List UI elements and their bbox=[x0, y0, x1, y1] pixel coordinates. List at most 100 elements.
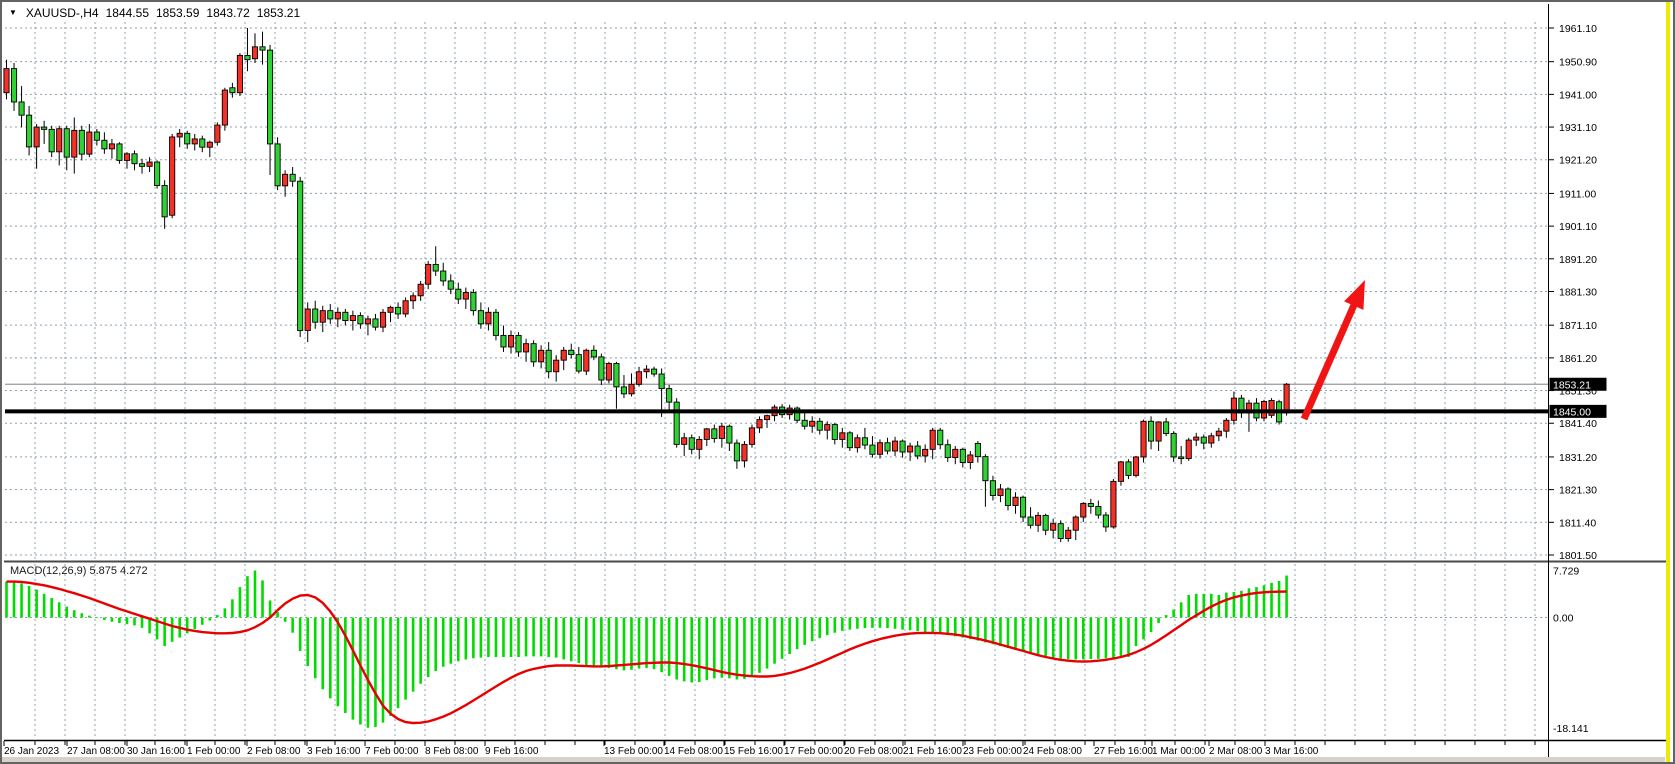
chart-title-bar: ▼ XAUUSD-,H4 1844.55 1853.59 1843.72 185… bbox=[9, 5, 300, 20]
candle-body bbox=[334, 311, 341, 320]
time-axis-label: 15 Feb 16:00 bbox=[724, 746, 783, 757]
horizontal-line-1845[interactable] bbox=[5, 409, 1548, 414]
candle-body bbox=[575, 354, 582, 372]
price-tag bbox=[1549, 404, 1607, 418]
candle-body bbox=[123, 153, 131, 161]
candle-body bbox=[455, 288, 462, 300]
candle-body bbox=[681, 437, 688, 445]
time-axis-label: 20 Feb 08:00 bbox=[844, 746, 903, 757]
candle-body bbox=[199, 138, 206, 148]
candle-body bbox=[1215, 430, 1222, 437]
candle-body bbox=[1072, 516, 1079, 531]
time-axis-label: 7 Feb 00:00 bbox=[365, 746, 419, 757]
candle-body bbox=[861, 437, 868, 446]
price-tag-label: 1845.00 bbox=[1553, 406, 1591, 418]
candle-body bbox=[236, 54, 243, 94]
candle-body bbox=[221, 89, 228, 126]
candle-body bbox=[846, 432, 853, 449]
candle-body bbox=[1148, 420, 1155, 442]
candle-body bbox=[538, 349, 545, 363]
price-tag-label: 1853.21 bbox=[1553, 379, 1591, 391]
price-axis-label: 1841.40 bbox=[1559, 418, 1597, 430]
grid-lines bbox=[5, 22, 1548, 739]
price-axis-label: 1891.20 bbox=[1559, 254, 1597, 266]
candle-body bbox=[688, 437, 695, 450]
candle-body bbox=[1110, 480, 1117, 528]
candle-body bbox=[1170, 433, 1177, 458]
candle-body bbox=[379, 311, 387, 328]
candle-body bbox=[1200, 436, 1207, 444]
candle-body bbox=[982, 456, 989, 482]
candle-body bbox=[259, 46, 266, 51]
candle-body bbox=[1065, 529, 1072, 539]
price-axis-label: 1811.40 bbox=[1559, 517, 1596, 529]
symbol-dropdown-icon[interactable]: ▼ bbox=[9, 7, 17, 17]
candle-body bbox=[191, 138, 198, 145]
candle-body bbox=[214, 124, 221, 143]
price-axis-label: 1901.10 bbox=[1559, 221, 1597, 233]
candle-body bbox=[138, 163, 146, 167]
candle-body bbox=[1140, 420, 1147, 458]
candle-body bbox=[643, 368, 650, 373]
time-axis-label: 30 Jan 16:00 bbox=[127, 746, 185, 757]
candle-body bbox=[1035, 514, 1042, 526]
candle-body bbox=[530, 343, 537, 363]
candle-body bbox=[899, 440, 906, 453]
candle-body bbox=[1095, 506, 1102, 516]
candle-body bbox=[108, 143, 115, 150]
candle-body bbox=[274, 143, 281, 187]
candle-body bbox=[154, 161, 161, 186]
candle-body bbox=[184, 132, 191, 145]
candle-body bbox=[169, 136, 176, 216]
candle-body bbox=[515, 334, 522, 353]
time-axis-label: 1 Mar 00:00 bbox=[1152, 746, 1206, 757]
candle-body bbox=[116, 143, 123, 161]
time-axis-label: 27 Feb 16:00 bbox=[1094, 746, 1153, 757]
candle-body bbox=[741, 443, 748, 462]
candle-body bbox=[1230, 397, 1237, 421]
candle-body bbox=[989, 480, 996, 497]
candle-body bbox=[417, 283, 424, 297]
candle-body bbox=[922, 448, 929, 457]
candle-body bbox=[651, 368, 658, 375]
candle-body bbox=[229, 87, 236, 94]
candle-body bbox=[10, 68, 18, 103]
candle-body bbox=[1027, 516, 1034, 526]
candle-body bbox=[507, 334, 515, 348]
candle-body bbox=[1042, 514, 1049, 531]
candle-body bbox=[1117, 461, 1124, 482]
candle-body bbox=[801, 419, 808, 427]
candle-body bbox=[1193, 436, 1200, 441]
candle-body bbox=[613, 363, 620, 388]
price-axis: 1961.10 1950.90 1941.00 1931.10 1921.20 1911.… bbox=[1548, 23, 1607, 735]
time-axis-label: 2 Mar 08:00 bbox=[1209, 746, 1263, 757]
candle-body bbox=[1020, 496, 1027, 518]
candle-body bbox=[1102, 514, 1109, 528]
candle-body bbox=[387, 306, 394, 313]
time-axis-label: 2 Feb 08:00 bbox=[247, 746, 301, 757]
symbol-timeframe-label: XAUUSD-,H4 bbox=[25, 5, 99, 20]
candle-body bbox=[425, 263, 432, 285]
candle-body bbox=[18, 101, 25, 116]
candle-body bbox=[869, 444, 876, 455]
candle-body bbox=[696, 438, 703, 450]
candle-body bbox=[327, 310, 334, 320]
candle-body bbox=[560, 349, 567, 361]
candle-body bbox=[1012, 496, 1019, 506]
price-axis-label: 1921.20 bbox=[1559, 155, 1597, 167]
candle-body bbox=[1057, 523, 1064, 539]
price-axis-label: 1881.30 bbox=[1559, 286, 1597, 298]
candle-body bbox=[63, 128, 70, 158]
arrow-shaft[interactable] bbox=[1300, 298, 1360, 421]
time-axis-label: 23 Feb 00:00 bbox=[963, 746, 1022, 757]
candle-body bbox=[831, 424, 838, 440]
bottom-window-strip bbox=[2, 757, 1665, 762]
time-axis-label: 27 Jan 08:00 bbox=[67, 746, 125, 757]
candle-body bbox=[884, 442, 891, 452]
candle-body bbox=[3, 68, 10, 94]
arrow-head-icon[interactable] bbox=[1344, 280, 1365, 310]
candle-body bbox=[410, 295, 417, 302]
candle-body bbox=[1087, 503, 1094, 507]
candle-body bbox=[666, 388, 673, 403]
